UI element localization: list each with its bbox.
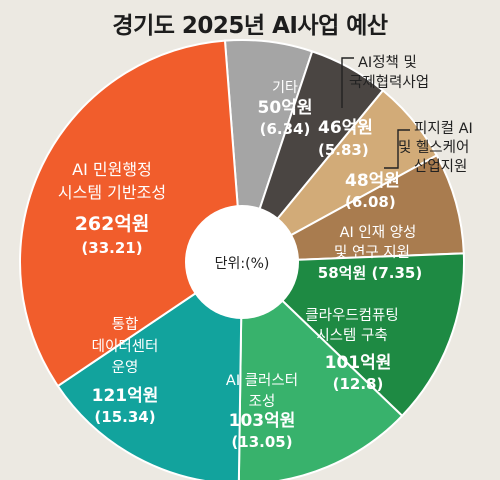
slices-group: [19, 39, 465, 480]
slice-percent-7: (15.34): [94, 408, 155, 426]
slice-amount-pct-4: 58억원 (7.35): [318, 264, 422, 282]
donut-hole: [185, 205, 299, 319]
slice-percent-8: (33.21): [81, 239, 142, 257]
slice-percent-5: (12.8): [333, 375, 384, 393]
leader-line-3: [384, 129, 410, 169]
slice-amount-5: 101억원: [325, 353, 392, 373]
slice-name-3-line-2: 및 헬스케어: [398, 139, 469, 156]
slice-amount-6: 103억원: [229, 411, 296, 431]
slice-5: [239, 252, 465, 418]
slice-name-4-line-2: 및 연구 지원: [334, 244, 410, 261]
slice-amount-3: 48억원: [345, 171, 400, 191]
slice-amount-1: 50억원: [258, 98, 313, 118]
slice-name-5-line-1: 클라우드컴퓨팅: [305, 307, 398, 324]
slice-percent-6: (13.05): [231, 433, 292, 451]
slice-8: [19, 39, 244, 388]
slice-name-7-line-3: 운영: [112, 359, 139, 376]
slice-name-3-line-1: 피지컬 AI: [414, 120, 473, 137]
slice-name-3-line-3: 산업지원: [414, 158, 467, 175]
slice-percent-1: (6.34): [260, 120, 311, 138]
slice-name-2-line-1: AI정책 및: [358, 54, 417, 71]
slice-percent-3: (6.08): [345, 193, 396, 211]
slice-amount-2: 46억원: [318, 118, 373, 138]
slice-name-5-line-2: 시스템 구축: [316, 327, 387, 344]
slice-name-7-line-2: 데이터센터: [92, 338, 159, 355]
slice-name-8-line-2: 시스템 기반조성: [58, 183, 166, 202]
slice-name-8-line-1: AI 민원행정: [72, 160, 152, 179]
slice-7: [56, 260, 244, 480]
leader-line-2: [341, 57, 354, 108]
slice-6: [237, 259, 404, 480]
slice-name-6-line-1: AI 클러스터: [226, 372, 298, 389]
center-unit-label: 단위:(%): [215, 256, 270, 272]
slice-percent-2: (5.83): [318, 141, 369, 159]
slice-amount-7: 121억원: [92, 386, 159, 406]
slice-name-1-line-1: 기타: [272, 80, 298, 96]
slice-name-7-line-1: 통합: [112, 316, 139, 333]
slice-amount-8: 262억원: [75, 213, 150, 235]
leader-lines: [341, 57, 410, 169]
chart-title: 경기도 2025년 AI사업 예산: [112, 13, 388, 39]
slice-name-2-line-2: 국제협력사업: [349, 74, 429, 91]
slice-name-6-line-2: 조성: [249, 393, 276, 410]
slice-name-4-line-1: AI 인재 양성: [340, 224, 417, 241]
slice-4: [241, 154, 465, 263]
